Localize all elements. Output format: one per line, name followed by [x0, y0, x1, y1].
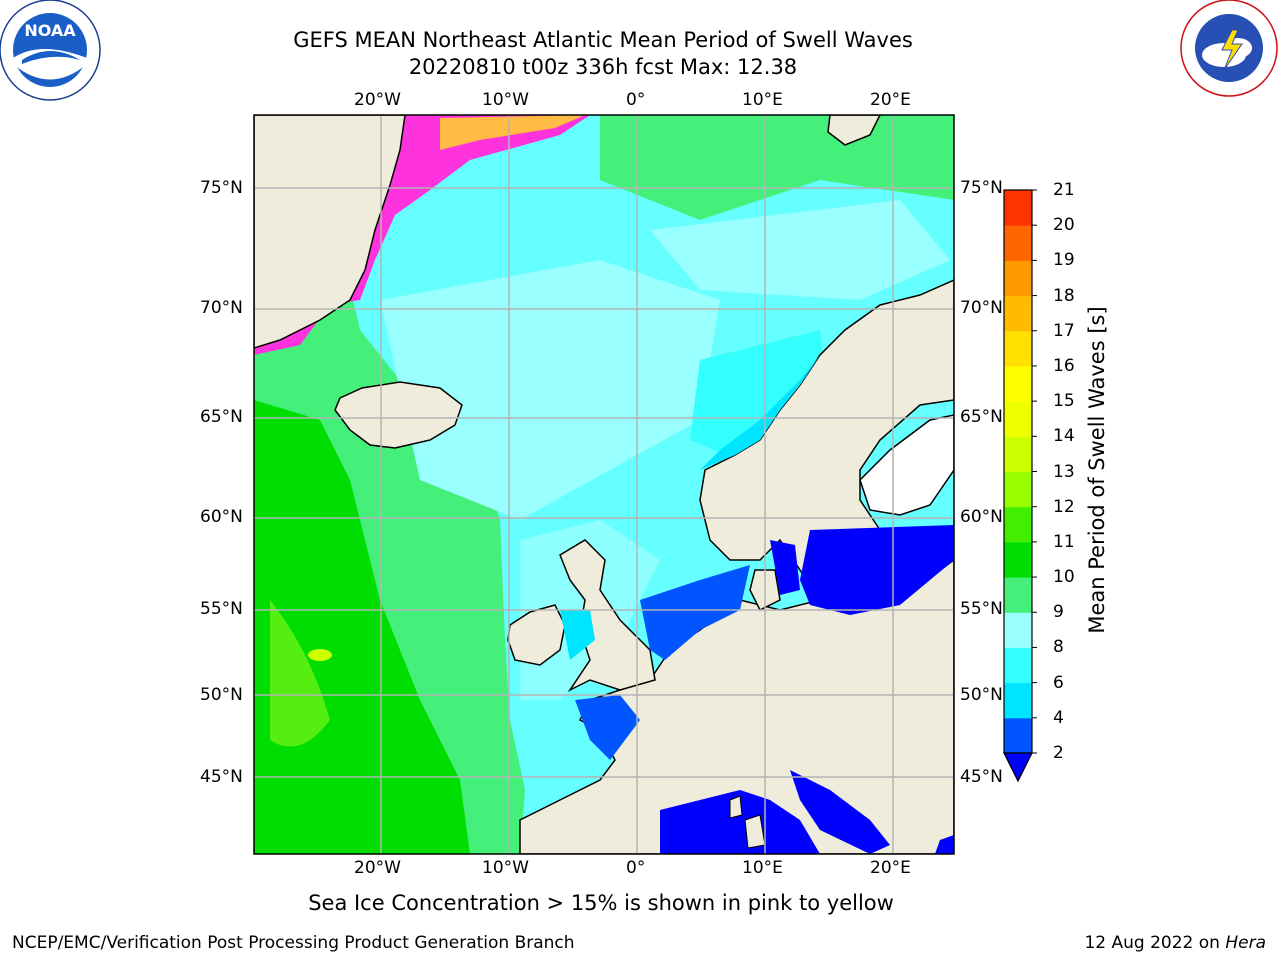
colorbar-segment [1004, 260, 1032, 297]
colorbar-tick-label: 8 [1053, 637, 1064, 658]
lat-tick-right: 55°N [960, 599, 1003, 619]
colorbar-tick-label: 14 [1053, 426, 1075, 447]
colorbar-segment [1004, 471, 1032, 508]
lat-tick-left: 75°N [200, 178, 243, 198]
lon-tick-bottom: 10°E [742, 858, 783, 878]
footer-machine: Hera [1225, 933, 1266, 953]
colorbar-tick-label: 21 [1053, 180, 1075, 200]
footer-date: 12 Aug 2022 on Hera [1084, 932, 1266, 954]
lat-tick-right: 45°N [960, 767, 1003, 787]
colorbar-segment [1004, 717, 1032, 754]
colorbar-tick-label: 18 [1053, 285, 1075, 306]
colorbar-segment [1004, 612, 1032, 648]
colorbar-tick-label: 19 [1053, 250, 1075, 271]
lon-tick-top: 20°E [870, 90, 911, 110]
colorbar-segment [1004, 647, 1032, 684]
colorbar-tick-label: 13 [1053, 461, 1075, 482]
lon-tick-top: 0° [626, 90, 646, 110]
lat-tick-right: 70°N [960, 298, 1003, 318]
lon-tick-bottom: 20°W [354, 858, 401, 878]
colorbar-tick-label: 17 [1053, 320, 1075, 341]
colorbar-tick-label: 6 [1053, 672, 1064, 693]
colorbar-segment [1004, 436, 1032, 472]
colorbar-segment [1004, 330, 1032, 367]
colorbar-segment [1004, 365, 1032, 402]
colorbar-segment [1004, 577, 1032, 613]
lat-tick-left: 50°N [200, 685, 243, 705]
colorbar-tick-label: 20 [1053, 215, 1075, 236]
lat-tick-right: 50°N [960, 685, 1003, 705]
lat-tick-left: 55°N [200, 599, 243, 619]
lon-tick-bottom: 10°W [482, 858, 529, 878]
colorbar-tick-label: 2 [1053, 743, 1064, 763]
figure-title: GEFS MEAN Northeast Atlantic Mean Period… [293, 28, 913, 52]
lon-tick-bottom: 20°E [870, 858, 911, 878]
colorbar-tick-label: 4 [1053, 707, 1064, 728]
colorbar-segment [1004, 401, 1032, 437]
lat-tick-left: 45°N [200, 767, 243, 787]
lon-tick-bottom: 0° [626, 858, 646, 878]
lon-tick-top: 20°W [354, 90, 401, 110]
graticule [254, 115, 954, 854]
colorbar [1003, 189, 1037, 783]
map-frame [253, 114, 955, 855]
lat-tick-left: 60°N [200, 507, 243, 527]
colorbar-segment [1004, 190, 1032, 226]
svg-text:NOAA: NOAA [24, 21, 76, 40]
colorbar-segment [1004, 295, 1032, 332]
lat-tick-right: 75°N [960, 178, 1003, 198]
colorbar-extend-triangle [1003, 752, 1033, 783]
colorbar-tick-label: 15 [1053, 391, 1075, 412]
map-area [254, 115, 954, 854]
colorbar-segment [1004, 541, 1032, 578]
colorbar-tick-label: 12 [1053, 496, 1075, 517]
colorbar-tick-label: 9 [1053, 602, 1064, 623]
colorbar-segment [1004, 506, 1032, 543]
colorbar-tick-label: 10 [1053, 567, 1075, 588]
lat-tick-left: 70°N [200, 298, 243, 318]
lat-tick-right: 65°N [960, 407, 1003, 427]
footer-org: NCEP/EMC/Verification Post Processing Pr… [12, 933, 575, 953]
colorbar-tick-label: 11 [1053, 531, 1075, 552]
lon-tick-top: 10°W [482, 90, 529, 110]
figure-subtitle: 20220810 t00z 336h fcst Max: 12.38 [408, 55, 798, 79]
ice-caption: Sea Ice Concentration > 15% is shown in … [0, 890, 1280, 916]
lat-tick-right: 60°N [960, 507, 1003, 527]
noaa-logo: NOAA [0, 0, 101, 101]
ice-caption-text: Sea Ice Concentration > 15% is shown in … [308, 891, 894, 915]
nws-logo [1180, 0, 1278, 97]
footer-date-text: 12 Aug 2022 on [1084, 933, 1220, 953]
colorbar-segment [1004, 225, 1032, 261]
coastlines [254, 115, 954, 854]
colorbar-title-text: Mean Period of Swell Waves [s] [1085, 306, 1109, 634]
colorbar-segment [1004, 682, 1032, 719]
colorbar-tick-label: 16 [1053, 355, 1075, 376]
lat-tick-left: 65°N [200, 407, 243, 427]
lon-tick-top: 10°E [742, 90, 783, 110]
